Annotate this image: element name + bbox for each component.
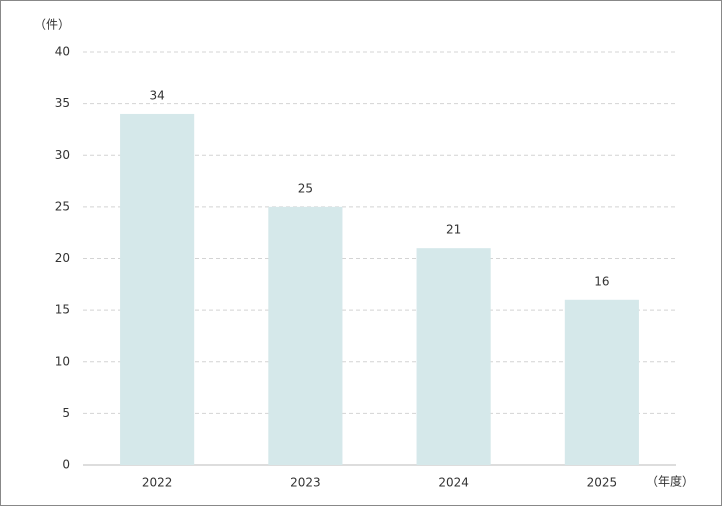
y-axis-label: （件） — [34, 18, 70, 32]
bar — [416, 248, 491, 465]
y-tick-label: 40 — [55, 45, 70, 59]
y-tick-label: 30 — [55, 148, 70, 162]
data-label: 34 — [149, 88, 164, 102]
x-axis-label: （年度） — [646, 474, 694, 489]
y-tick-label: 20 — [55, 251, 70, 265]
bar — [564, 299, 639, 465]
y-tick-label: 35 — [55, 96, 70, 110]
x-tick-label: 2024 — [438, 476, 469, 490]
x-tick-label: 2022 — [142, 476, 173, 490]
y-tick-label: 25 — [55, 199, 70, 213]
data-label: 16 — [594, 274, 609, 288]
y-tick-label: 5 — [62, 406, 70, 420]
bar — [268, 206, 343, 465]
x-tick-label: 2025 — [587, 476, 618, 490]
bar — [120, 113, 195, 465]
y-tick-label: 15 — [55, 303, 70, 317]
y-tick-label: 0 — [62, 458, 70, 472]
data-label: 25 — [298, 181, 313, 195]
x-tick-label: 2023 — [290, 476, 321, 490]
data-label: 21 — [446, 223, 461, 237]
y-tick-label: 10 — [55, 354, 70, 368]
